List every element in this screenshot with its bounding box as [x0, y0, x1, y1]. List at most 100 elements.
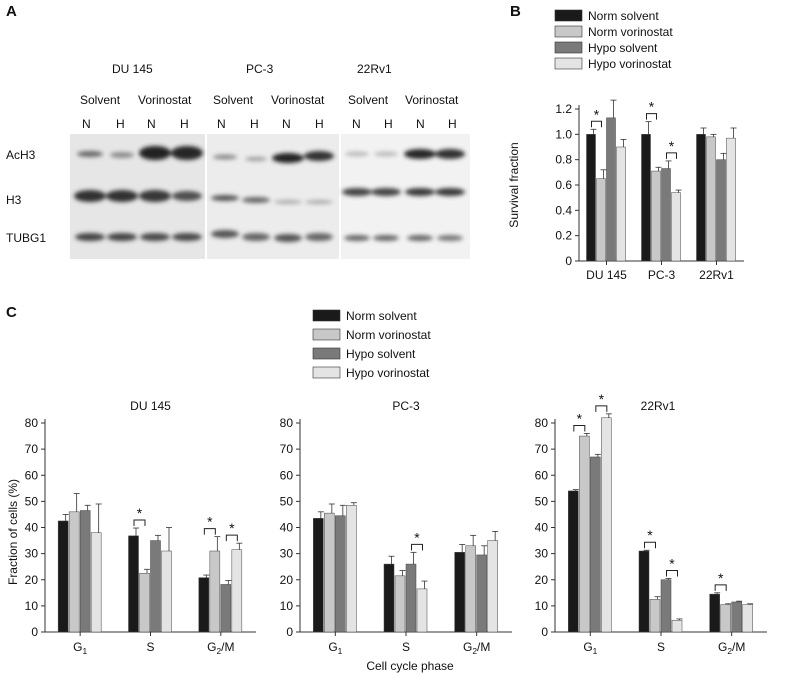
legend-label: Hypo vorinostat	[346, 366, 430, 380]
y-tick-label: 60	[280, 468, 294, 482]
significance-star: *	[577, 410, 583, 426]
legend-label: Norm solvent	[346, 309, 417, 323]
bar	[651, 170, 661, 262]
bar	[476, 554, 487, 633]
significance-bracket	[573, 424, 586, 432]
x-tick-label: G1	[328, 640, 342, 656]
y-tick-label: 80	[25, 416, 39, 430]
cell-line-label-pc3: PC-3	[246, 62, 274, 76]
y-tick-label: 80	[535, 416, 549, 430]
y-tick-label: 30	[535, 547, 549, 561]
legend-label: Hypo solvent	[588, 41, 658, 55]
bar	[660, 579, 672, 633]
cell-cycle-charts: Norm solvent Norm vorinostat Hypo solvent H…	[6, 309, 767, 673]
significance-bracket	[595, 405, 608, 412]
significance-bracket	[203, 528, 216, 535]
legend-label: Norm vorinostat	[588, 25, 673, 39]
bar	[731, 601, 742, 633]
bar	[198, 577, 210, 633]
bar	[220, 584, 232, 633]
y-tick-label: 60	[535, 468, 549, 482]
significance-star: *	[207, 514, 213, 530]
treatment-label: Vorinostat	[405, 93, 459, 107]
x-tick-label: G2/M	[718, 640, 745, 656]
condition-label: N	[352, 117, 361, 131]
bar	[209, 550, 221, 633]
panel-label-b: B	[510, 3, 521, 20]
bar	[720, 604, 731, 633]
bar	[586, 134, 596, 262]
condition-label: H	[448, 117, 457, 131]
legend-label: Norm vorinostat	[346, 328, 431, 342]
y-tick-label: 0	[286, 625, 293, 639]
y-tick-label: 80	[280, 416, 294, 430]
bar	[696, 134, 706, 262]
bar	[601, 417, 612, 633]
x-tick-label: G2/M	[207, 640, 234, 656]
bar	[68, 511, 80, 633]
treatment-label: Vorinostat	[271, 93, 325, 107]
panel-label-c: C	[6, 304, 17, 321]
significance-bracket	[714, 584, 727, 591]
bar	[671, 619, 683, 633]
bar	[394, 575, 406, 633]
cell-line-label-22rv1: 22Rv1	[357, 62, 392, 76]
significance-bracket	[644, 541, 656, 549]
bar	[313, 518, 324, 633]
y-tick-label: 0	[565, 254, 572, 268]
legend-swatch	[312, 309, 341, 322]
bar	[638, 550, 650, 633]
blot-strip-22rv1	[341, 134, 470, 259]
condition-label: N	[217, 117, 226, 131]
y-tick-label: 0.4	[555, 203, 572, 217]
condition-label: N	[282, 117, 291, 131]
significance-star: *	[669, 555, 675, 571]
y-tick-label: 0	[541, 625, 548, 639]
significance-star: *	[229, 520, 235, 536]
condition-label: H	[180, 117, 189, 131]
x-tick-label: S	[657, 640, 665, 654]
chart-title: 22Rv1	[641, 399, 676, 413]
legend-label: Hypo vorinostat	[588, 57, 672, 71]
significance-bracket	[133, 519, 146, 527]
bar	[150, 540, 161, 633]
bar	[579, 435, 590, 633]
bar	[590, 456, 601, 633]
bar	[709, 593, 720, 633]
bar	[616, 146, 626, 262]
bar	[742, 604, 753, 633]
protein-label-h3: H3	[6, 193, 22, 207]
bar	[606, 117, 616, 262]
chart-title: PC-3	[392, 399, 420, 413]
condition-label: H	[384, 117, 393, 131]
significance-star: *	[647, 527, 653, 543]
legend-label: Norm solvent	[588, 9, 659, 23]
cell-line-label-du145: DU 145	[112, 62, 153, 76]
bar	[416, 588, 428, 633]
y-tick-label: 70	[25, 442, 39, 456]
x-tick-label: G2/M	[463, 640, 490, 656]
chart-title: DU 145	[130, 399, 171, 413]
bar	[346, 505, 357, 633]
legend-label: Hypo solvent	[346, 347, 416, 361]
y-tick-label: 50	[280, 494, 294, 508]
y-tick-label: 0	[31, 625, 38, 639]
significance-bracket	[666, 569, 678, 577]
western-blot-image	[70, 134, 470, 259]
y-tick-label: 70	[280, 442, 294, 456]
y-axis-label: Fraction of cells (%)	[6, 479, 20, 585]
bar	[128, 535, 139, 633]
x-axis-label: Cell cycle phase	[366, 659, 454, 673]
y-tick-label: 40	[25, 521, 39, 535]
bar	[596, 178, 606, 262]
bar	[405, 563, 417, 633]
y-tick-label: 70	[535, 442, 549, 456]
bar	[726, 137, 736, 262]
significance-star: *	[669, 138, 675, 154]
y-tick-label: 0.6	[555, 178, 572, 192]
bar	[661, 168, 671, 262]
x-tick-label: G1	[73, 640, 87, 656]
treatment-label: Vorinostat	[138, 93, 192, 107]
legend-swatch	[554, 25, 583, 38]
bar	[57, 520, 69, 633]
